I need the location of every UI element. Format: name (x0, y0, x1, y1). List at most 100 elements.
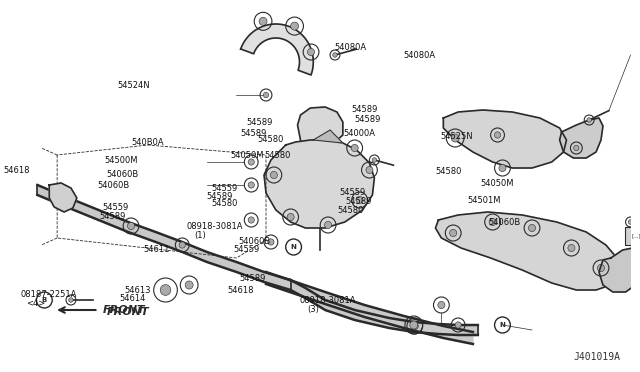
Polygon shape (37, 185, 54, 202)
Polygon shape (355, 310, 389, 328)
Text: 54501M: 54501M (468, 196, 501, 205)
Text: <4>: <4> (26, 299, 45, 308)
Polygon shape (264, 140, 374, 228)
Polygon shape (458, 325, 478, 335)
FancyBboxPatch shape (625, 227, 640, 245)
Circle shape (568, 244, 575, 251)
Polygon shape (156, 232, 182, 252)
Circle shape (366, 166, 373, 174)
Text: 54580: 54580 (265, 151, 291, 160)
Text: 54589: 54589 (239, 274, 266, 283)
Polygon shape (438, 324, 458, 335)
Text: FRONT: FRONT (106, 307, 149, 317)
Text: 08918-3081A: 08918-3081A (186, 222, 243, 231)
Circle shape (248, 217, 254, 223)
Text: 54000A: 54000A (344, 129, 376, 138)
Polygon shape (182, 242, 207, 262)
Polygon shape (296, 282, 325, 304)
Text: 54559: 54559 (211, 185, 237, 193)
Polygon shape (435, 212, 619, 290)
Circle shape (495, 132, 500, 138)
Polygon shape (298, 107, 343, 142)
Polygon shape (236, 262, 264, 282)
Circle shape (489, 218, 496, 225)
Circle shape (333, 53, 337, 57)
Circle shape (372, 158, 376, 162)
Text: (1): (1) (194, 231, 206, 240)
Text: 54060B: 54060B (238, 237, 271, 246)
Circle shape (324, 221, 332, 229)
Text: 54559: 54559 (339, 188, 365, 197)
Polygon shape (404, 316, 444, 338)
Text: 54613: 54613 (125, 286, 151, 295)
Polygon shape (389, 318, 414, 332)
Polygon shape (128, 222, 156, 242)
Circle shape (248, 159, 254, 165)
Polygon shape (444, 326, 473, 344)
Polygon shape (365, 305, 404, 328)
Text: 54580: 54580 (211, 199, 237, 208)
Text: 54589: 54589 (241, 129, 268, 138)
Text: 54524N: 54524N (118, 81, 150, 90)
Text: (3): (3) (308, 305, 319, 314)
Circle shape (438, 301, 445, 309)
Text: 08918-3081A: 08918-3081A (300, 296, 356, 305)
Text: 54589: 54589 (352, 105, 378, 114)
Text: 54589: 54589 (246, 118, 272, 127)
Polygon shape (207, 252, 236, 272)
Text: 54050M: 54050M (481, 179, 514, 187)
Polygon shape (559, 118, 603, 158)
Circle shape (597, 264, 605, 272)
Circle shape (356, 196, 363, 203)
Circle shape (287, 214, 294, 221)
Circle shape (268, 239, 274, 245)
Circle shape (529, 224, 536, 232)
Circle shape (628, 220, 633, 224)
Circle shape (263, 92, 269, 98)
Polygon shape (49, 183, 77, 212)
Text: 54618: 54618 (3, 166, 29, 175)
Text: J401019A: J401019A (573, 352, 621, 362)
Circle shape (291, 22, 299, 30)
Text: 54050M: 54050M (230, 151, 264, 160)
Text: 54589: 54589 (100, 212, 126, 221)
Polygon shape (99, 210, 128, 232)
Circle shape (450, 230, 457, 237)
Circle shape (248, 182, 254, 188)
Text: FRONT: FRONT (102, 305, 145, 315)
Text: 54080A: 54080A (334, 43, 366, 52)
Circle shape (259, 17, 267, 25)
Circle shape (185, 281, 193, 289)
Polygon shape (444, 110, 566, 168)
Text: 54614: 54614 (120, 294, 146, 303)
Text: [...]: [...] (632, 234, 640, 238)
Circle shape (412, 323, 419, 330)
Text: N: N (500, 322, 506, 328)
Circle shape (410, 321, 418, 329)
Polygon shape (264, 272, 291, 290)
Polygon shape (74, 200, 99, 220)
Polygon shape (241, 24, 314, 75)
Circle shape (499, 164, 506, 171)
Circle shape (270, 171, 277, 179)
Polygon shape (54, 192, 74, 210)
Text: 54525N: 54525N (440, 132, 473, 141)
Polygon shape (414, 322, 438, 334)
Circle shape (455, 322, 461, 328)
Text: 54580: 54580 (435, 167, 461, 176)
Text: 54559: 54559 (102, 203, 129, 212)
Circle shape (179, 242, 186, 248)
Polygon shape (291, 280, 305, 298)
Text: 54060B: 54060B (98, 181, 130, 190)
Text: 54589: 54589 (346, 197, 372, 206)
Text: 54580: 54580 (337, 206, 364, 215)
Text: 54060B: 54060B (106, 170, 138, 179)
Text: 54559: 54559 (234, 246, 260, 254)
Circle shape (573, 145, 579, 151)
Text: 54580: 54580 (257, 135, 284, 144)
Text: 54060B: 54060B (489, 218, 521, 227)
Circle shape (68, 298, 73, 302)
Polygon shape (305, 288, 325, 310)
Text: 54080A: 54080A (404, 51, 436, 60)
Text: 08187-2251A: 08187-2251A (20, 290, 77, 299)
